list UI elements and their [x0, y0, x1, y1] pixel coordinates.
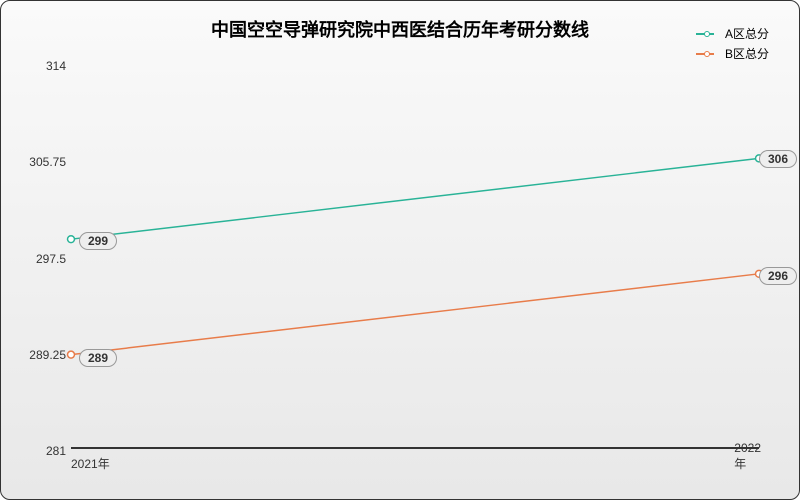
chart-title: 中国空空导弹研究院中西医结合历年考研分数线: [1, 16, 799, 42]
value-label: 299: [79, 232, 117, 250]
value-label: 296: [759, 267, 797, 285]
legend-label-a: A区总分: [725, 25, 769, 42]
legend-dot-b: [704, 51, 710, 57]
chart-container: 中国空空导弹研究院中西医结合历年考研分数线 A区总分 B区总分 281289.2…: [0, 0, 800, 500]
value-label: 306: [759, 150, 797, 168]
legend-label-b: B区总分: [725, 45, 769, 62]
y-tick: 281: [16, 444, 66, 458]
y-tick: 297.5: [16, 252, 66, 266]
x-tick: 2022年: [734, 441, 761, 472]
y-tick: 314: [16, 59, 66, 73]
legend-dot-a: [704, 31, 710, 37]
legend: A区总分 B区总分: [696, 25, 769, 65]
line-svg: [71, 66, 759, 447]
marker: [68, 236, 75, 243]
x-tick: 2021年: [71, 455, 110, 472]
marker: [68, 351, 75, 358]
legend-item-b: B区总分: [696, 45, 769, 62]
y-tick: 289.25: [16, 348, 66, 362]
series-line: [71, 274, 759, 355]
value-label: 289: [79, 349, 117, 367]
plot-area: 281289.25297.5305.753142021年2022年2993062…: [71, 66, 759, 449]
legend-item-a: A区总分: [696, 25, 769, 42]
y-tick: 305.75: [16, 155, 66, 169]
series-line: [71, 158, 759, 239]
